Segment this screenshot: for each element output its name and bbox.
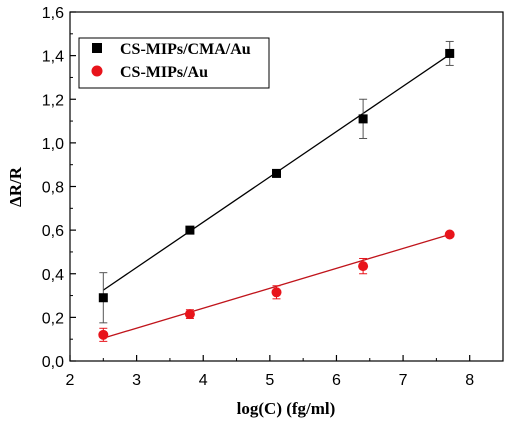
data-point-circle — [444, 229, 455, 240]
data-point-circle — [98, 329, 109, 340]
x-tick-label: 3 — [132, 372, 141, 389]
series-layer — [98, 40, 455, 342]
x-axis: 2 3 4 5 6 7 8 — [66, 355, 474, 389]
data-point-square — [98, 293, 108, 303]
y-axis-title: ΔR/R — [6, 166, 25, 207]
y-tick-label: 0,8 — [42, 180, 64, 197]
x-tick-label: 5 — [265, 372, 274, 389]
data-point-circle — [358, 261, 369, 272]
x-tick-label: 4 — [199, 372, 208, 389]
legend-label-series-1: CS-MIPs/CMA/Au — [120, 41, 251, 58]
legend-box — [78, 37, 270, 89]
x-tick-label: 8 — [465, 372, 474, 389]
x-axis-title: log(C) (fg/ml) — [237, 399, 336, 418]
legend-marker-square — [92, 43, 102, 53]
series-2 — [98, 229, 455, 342]
legend: CS-MIPs/CMA/Au CS-MIPs/Au — [78, 37, 270, 89]
data-point-square — [445, 48, 455, 58]
y-tick-label: 0,0 — [42, 354, 64, 371]
y-tick-label: 1,2 — [42, 92, 64, 109]
data-point-circle — [184, 309, 195, 320]
data-point-square — [358, 114, 368, 124]
data-point-circle — [271, 287, 282, 298]
y-tick-label: 0,2 — [42, 310, 64, 327]
legend-marker-circle — [91, 65, 103, 77]
data-point-square — [272, 168, 282, 178]
x-tick-label: 2 — [66, 372, 75, 389]
y-axis: 0,0 0,2 0,4 0,6 0,8 1,0 1,2 1,4 1,6 — [42, 5, 76, 371]
y-tick-label: 1,6 — [42, 5, 64, 22]
y-tick-label: 0,4 — [42, 267, 64, 284]
legend-label-series-2: CS-MIPs/Au — [120, 64, 208, 81]
series-1 — [98, 40, 455, 324]
x-tick-label: 7 — [399, 372, 408, 389]
data-point-square — [185, 225, 195, 235]
y-tick-label: 1,0 — [42, 136, 64, 153]
x-tick-label: 6 — [332, 372, 341, 389]
y-tick-label: 0,6 — [42, 223, 64, 240]
y-tick-label: 1,4 — [42, 49, 64, 66]
